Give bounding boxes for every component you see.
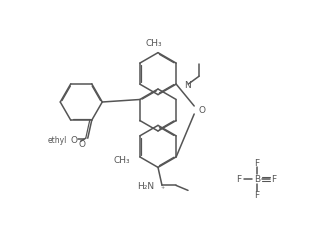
Text: ⁺: ⁺ [160,184,164,193]
Text: F: F [254,191,260,200]
Text: ethyl: ethyl [48,135,67,144]
Text: O: O [198,106,205,115]
Text: O: O [70,135,77,144]
Text: F: F [254,159,260,168]
Text: CH₃: CH₃ [113,156,130,165]
Text: F: F [271,175,277,184]
Text: O: O [79,139,86,148]
Text: B: B [254,175,260,184]
Text: F: F [236,175,242,184]
Text: N: N [184,80,191,89]
Text: CH₃: CH₃ [146,39,162,48]
Text: H₂N: H₂N [137,181,154,190]
